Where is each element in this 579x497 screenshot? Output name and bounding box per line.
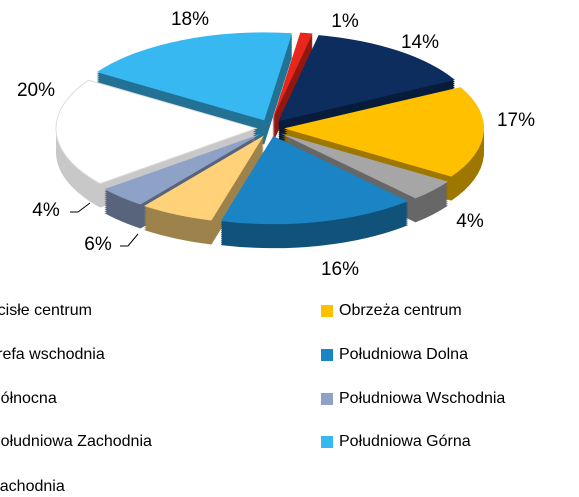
data-label: 18% (171, 9, 209, 30)
slice (144, 135, 264, 221)
data-label: 1% (331, 11, 359, 32)
slice-side (272, 44, 313, 132)
legend-label: Południowa Zachodnia (0, 433, 152, 450)
legend-swatch (321, 305, 333, 317)
legend-label: Północna (0, 390, 57, 407)
slice-side (272, 34, 313, 122)
slice (96, 32, 293, 121)
legend-label: Ścisłe centrum (0, 300, 92, 319)
slice-side (272, 36, 313, 124)
slice (104, 134, 261, 205)
data-label: 17% (497, 110, 535, 131)
slice (272, 32, 313, 120)
leader-line (70, 202, 91, 213)
slice (220, 136, 409, 225)
data-label: 16% (321, 259, 359, 280)
legend-label: Południowa Wschodnia (339, 390, 505, 407)
data-label: 14% (401, 32, 439, 53)
slice-side (272, 42, 313, 130)
legend-swatch (321, 436, 333, 448)
slice (55, 79, 258, 185)
data-label: 4% (32, 200, 60, 221)
legend-label: Obrzeża centrum (339, 302, 462, 319)
legend-label: Południowa Górna (339, 433, 471, 450)
slice (278, 35, 455, 122)
data-label: 20% (17, 80, 55, 101)
legend-label: Południowa Dolna (339, 346, 468, 363)
data-label: 6% (84, 234, 112, 255)
slice-side (272, 38, 313, 126)
slice-side (272, 46, 313, 134)
slice (280, 133, 449, 199)
slice (283, 87, 484, 177)
data-label: 4% (456, 211, 484, 232)
legend-label: Zachodnia (0, 478, 65, 495)
leader-line (120, 233, 139, 247)
legend-swatch (321, 393, 333, 405)
legend-label: Strefa wschodnia (0, 346, 105, 363)
legend-swatch (321, 349, 333, 361)
slice-side (272, 40, 313, 128)
